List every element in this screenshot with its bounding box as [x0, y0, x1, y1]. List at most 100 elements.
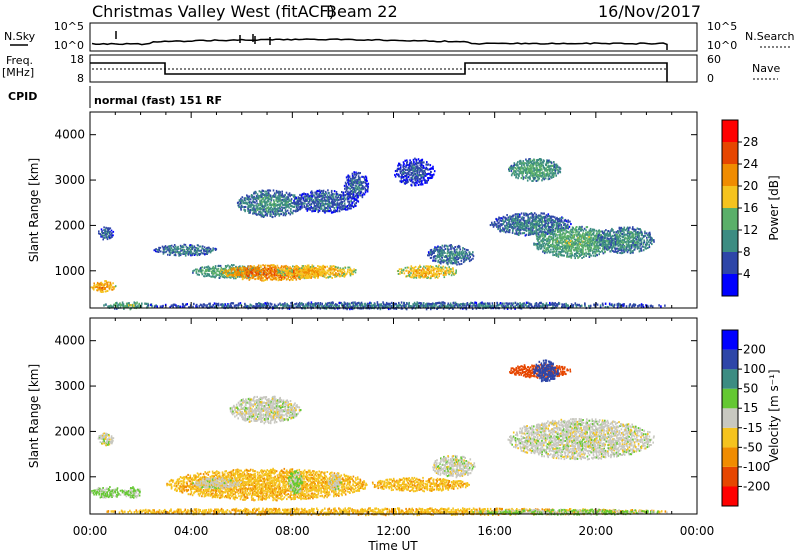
heatmap-cell-r11	[440, 251, 443, 254]
heatmap-cell-r13	[527, 161, 529, 164]
heatmap-cell-r2	[122, 305, 125, 309]
heatmap-cell-r4	[207, 269, 209, 271]
heatmap-cell-r5	[233, 267, 236, 270]
heatmap-cell-r14	[518, 216, 520, 219]
heatmap-cell-r6	[256, 193, 259, 196]
heatmap-cell-r2	[116, 305, 118, 308]
heatmap-cell-r14	[515, 215, 517, 218]
heatmap-cell-r8	[309, 208, 312, 211]
heatmap-cell-r14	[534, 215, 537, 218]
heatmap-cell-r15	[568, 242, 570, 245]
heatmap-cell-r3	[159, 246, 162, 249]
heatmap-cell-r7	[321, 267, 324, 270]
heatmap-cell-r15	[565, 227, 567, 230]
heatmap-cell-r5	[287, 277, 289, 280]
heatmap-cell-r10	[426, 271, 428, 274]
heatmap-cell-r14	[517, 226, 520, 229]
heatmap-cell-r16	[603, 247, 606, 250]
heatmap-cell-r15	[573, 238, 576, 241]
noise-left-tick-top: 10^5	[54, 20, 84, 33]
heatmap-cell-r7	[309, 275, 312, 278]
heatmap-cell-r5	[256, 270, 258, 273]
heatmap-cell-r4	[252, 266, 254, 269]
heatmap-cell-r8	[340, 194, 343, 197]
heatmap-cell-r6	[259, 206, 261, 209]
heatmap-cell-r10	[433, 273, 435, 276]
heatmap-cell-r6	[299, 197, 301, 200]
heatmap-cell-r8	[333, 207, 336, 210]
heatmap-cell-r8	[312, 200, 315, 203]
heatmap-cell-r4	[200, 268, 203, 271]
heatmap-cell-r9	[352, 188, 354, 191]
heatmap-cell-r12	[410, 173, 413, 176]
heatmap-cell-r6	[269, 195, 272, 198]
heatmap-cell-r7	[332, 274, 335, 276]
heatmap-cell-r12	[429, 173, 432, 176]
heatmap-cell-r13	[524, 168, 526, 171]
heatmap-cell-r8	[330, 209, 332, 212]
heatmap-cell-r14	[520, 226, 523, 229]
heatmap-cell-r6	[281, 201, 284, 204]
heatmap-cell-r5	[234, 272, 237, 275]
heatmap-cell-r9	[346, 175, 349, 178]
heatmap-cell-r9	[356, 178, 358, 181]
heatmap-cell-r11	[440, 250, 442, 253]
heatmap-cell-r14	[538, 221, 541, 224]
heatmap-cell-r13	[555, 174, 557, 177]
heatmap-cell-r15	[542, 231, 545, 234]
heatmap-cell-r8	[339, 205, 341, 208]
heatmap-cell-r7	[320, 274, 322, 277]
heatmap-cell-r8	[316, 189, 319, 192]
heatmap-cell-r11	[447, 249, 449, 252]
heatmap-cell-r11	[453, 250, 456, 253]
heatmap-cell-r10	[444, 271, 446, 274]
heatmap-cell-r3	[158, 248, 160, 251]
heatmap-cell-r14	[512, 219, 515, 222]
heatmap-cell-r6	[258, 194, 260, 197]
heatmap-cell-r10	[424, 274, 426, 277]
heatmap-cell-r8	[307, 196, 310, 199]
heatmap-cell-r12	[399, 166, 402, 169]
heatmap-cell-r15	[565, 226, 567, 229]
heatmap-cell-r14	[539, 227, 542, 230]
heatmap-cell-r13	[536, 173, 538, 176]
heatmap-cell-r1	[103, 229, 105, 232]
heatmap-cell-r6	[247, 209, 249, 212]
heatmap-cell-r1	[106, 233, 109, 236]
heatmap-cell-r6	[285, 191, 288, 194]
heatmap-cell-r13	[527, 176, 529, 179]
heatmap-cell-r15	[567, 249, 570, 252]
heatmap-cell-r15	[558, 253, 560, 256]
heatmap-cell-r4	[226, 271, 228, 274]
heatmap-cell-r5	[277, 274, 279, 277]
heatmap-cell-r12	[419, 170, 421, 173]
heatmap-cell-r4	[220, 273, 223, 276]
heatmap-cell-r14	[522, 217, 524, 220]
heatmap-cell-r15	[552, 254, 554, 257]
heatmap-cell-r14	[556, 216, 558, 219]
heatmap-cell-r7	[310, 268, 312, 270]
heatmap-cell-r12	[420, 166, 423, 169]
heatmap-cell-r3	[172, 245, 175, 248]
heatmap-cell-r7	[292, 273, 294, 276]
heatmap-cell-r3	[167, 245, 169, 248]
heatmap-cell-r12	[424, 167, 427, 170]
heatmap-cell-r14	[527, 218, 529, 221]
heatmap-cell-r5	[272, 270, 275, 273]
heatmap-cell-r14	[529, 224, 532, 227]
heatmap-cell-r6	[250, 205, 252, 208]
heatmap-cell-r6	[282, 211, 285, 214]
heatmap-cell-r15	[582, 229, 585, 232]
heatmap-cell-r15	[576, 235, 578, 238]
heatmap-cell-r5	[253, 265, 255, 268]
heatmap-cell-r6	[265, 196, 267, 199]
heatmap-cell-r5	[280, 279, 283, 281]
heatmap-cell-r0	[96, 286, 98, 288]
heatmap-cell-r12	[402, 166, 404, 169]
heatmap-cell-r15	[586, 237, 588, 240]
heatmap-cell-r3	[184, 253, 187, 255]
heatmap-cell-r0	[111, 288, 114, 291]
heatmap-cell-r15	[567, 255, 569, 258]
heatmap-cell-r13	[538, 177, 540, 180]
heatmap-cell-r7	[304, 265, 306, 267]
